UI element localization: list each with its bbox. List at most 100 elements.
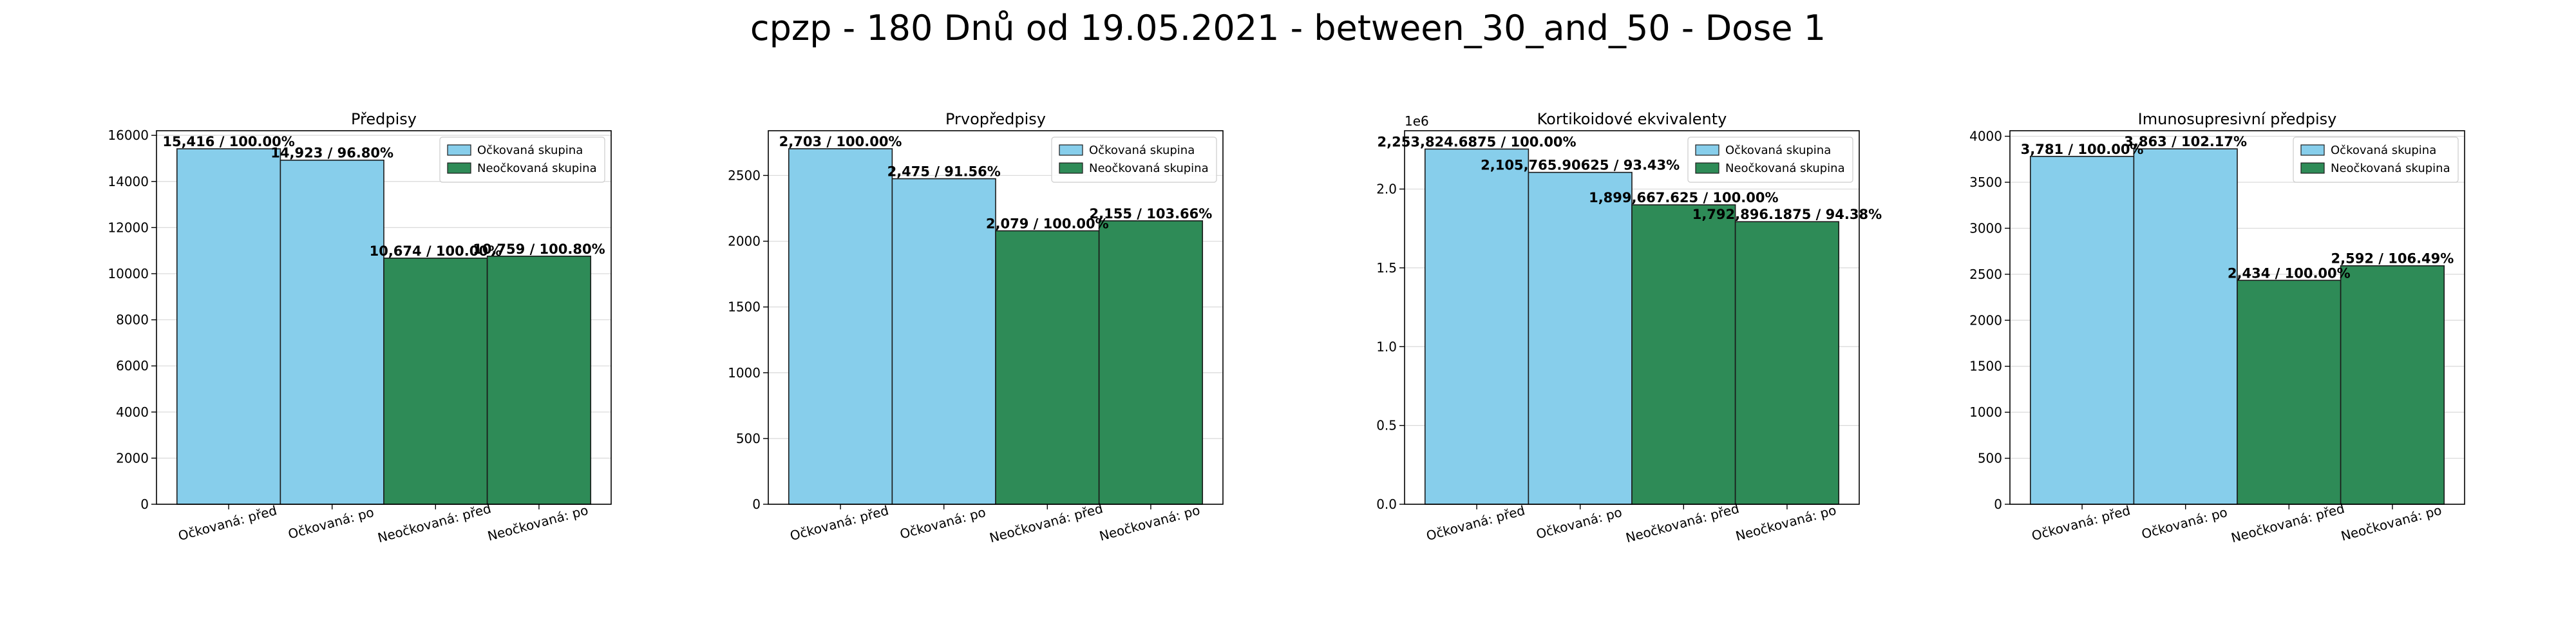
bar-value-label: 2,434 / 100.00%: [2228, 265, 2351, 281]
legend-box: [2293, 137, 2459, 183]
y-tick-label: 0: [140, 497, 149, 512]
legend-label: Očkovaná skupina: [1725, 144, 1831, 157]
bar: [2340, 265, 2445, 505]
legend-box: [1051, 137, 1217, 183]
bar-value-label: 1,792,896.1875 / 94.38%: [1692, 207, 1882, 222]
legend-swatch: [2300, 144, 2325, 156]
bar-value-label: 2,592 / 106.49%: [2331, 251, 2454, 267]
axes-frame: [156, 130, 612, 505]
x-tick-label: Neočkovaná: po: [1097, 502, 1201, 544]
bar-value-label: 15,416 / 100.00%: [162, 134, 294, 149]
x-tick-label: Očkovaná: před: [1425, 502, 1526, 544]
x-tick-label: Očkovaná: po: [1535, 504, 1624, 542]
y-tick-label: 8000: [116, 312, 149, 328]
bar-value-label: 2,253,824.6875 / 100.00%: [1378, 134, 1577, 149]
bar-value-label: 2,105,765.90625 / 93.43%: [1481, 158, 1680, 173]
y-tick-label: 2500: [728, 167, 761, 183]
bar: [788, 148, 893, 505]
x-tick-label: Neočkovaná: po: [486, 502, 589, 544]
legend-swatch: [447, 144, 471, 156]
bar: [1734, 221, 1840, 505]
legend-label: Očkovaná skupina: [477, 144, 583, 157]
y-tick-label: 3500: [1969, 175, 2002, 190]
x-tick-label: Neočkovaná: před: [1624, 500, 1741, 545]
x-tick-label: Neočkovaná: před: [2230, 500, 2346, 545]
charts-container: 15,416 / 100.00%14,923 / 96.80% 10,674 / …: [108, 110, 2465, 545]
legend-label: Neočkovaná skupina: [477, 162, 597, 175]
legend-label: Neočkovaná skupina: [1725, 162, 1845, 175]
legend: Očkovaná skupina Neočkovaná skupina: [2293, 137, 2459, 183]
axes-frame: [768, 130, 1224, 505]
legend-swatch: [447, 162, 471, 174]
y-tick-label: 1000: [1969, 404, 2002, 420]
bar: [1424, 148, 1530, 505]
x-tick-label: Očkovaná: po: [2140, 504, 2229, 542]
y-tick-label: 2000: [728, 234, 761, 249]
y-tick-label: 0: [1994, 497, 2002, 512]
bar: [995, 230, 1100, 505]
x-tick-label: Neočkovaná: po: [1734, 502, 1837, 544]
y-tick-label: 12000: [108, 220, 149, 235]
x-tick-label: Očkovaná: po: [898, 504, 987, 542]
y-tick-label: 2.0: [1376, 182, 1397, 197]
bar-value-label: 10,674 / 100.00%: [370, 243, 502, 259]
chart-title: Prvopředpisy: [945, 110, 1046, 128]
y-tick-label: 500: [736, 431, 761, 446]
y-tick-label: 0.5: [1376, 418, 1397, 433]
bar-value-label: 2,475 / 91.56%: [887, 164, 1001, 180]
y-tick-label: 16000: [108, 128, 149, 143]
x-tick-label: Neočkovaná: po: [2339, 502, 2443, 544]
bar-value-label: 2,155 / 103.66%: [1090, 206, 1213, 222]
bar: [2029, 156, 2135, 505]
y-tick-label: 1500: [1969, 359, 2002, 374]
legend-label: Neočkovaná skupina: [1089, 162, 1209, 175]
y-tick-label: 6000: [116, 358, 149, 374]
chart-panel-3: 2,253,824.6875 / 100.00% 2,105,765.90625 …: [1376, 110, 1882, 545]
legend: Očkovaná skupina Neočkovaná skupina: [1687, 137, 1853, 183]
legend: Očkovaná skupina Neočkovaná skupina: [439, 137, 605, 183]
legend-box: [1687, 137, 1853, 183]
legend-label: Neočkovaná skupina: [2331, 162, 2450, 175]
bar-value-label: 2,703 / 100.00%: [779, 134, 902, 149]
x-tick-label: Neočkovaná: před: [376, 500, 493, 545]
bar: [2237, 279, 2342, 505]
y-tick-label: 4000: [116, 404, 149, 420]
bar: [1098, 220, 1204, 505]
axes-frame: [2009, 130, 2465, 505]
y-offset-label: 1e6: [1405, 113, 1429, 129]
x-tick-label: Očkovaná: po: [287, 504, 375, 542]
bar: [2133, 148, 2238, 505]
bar: [383, 258, 488, 505]
legend-label: Očkovaná skupina: [1089, 144, 1195, 157]
y-tick-label: 1500: [728, 299, 761, 315]
bar-value-label: 10,759 / 100.80%: [473, 242, 605, 257]
bar: [1528, 171, 1633, 505]
chart-panel-1: 15,416 / 100.00%14,923 / 96.80% 10,674 / …: [108, 110, 612, 545]
chart-title: Kortikoidové ekvivalenty: [1537, 110, 1727, 128]
legend-label: Očkovaná skupina: [2331, 144, 2436, 157]
bar-value-label: 3,781 / 100.00%: [2021, 142, 2144, 157]
x-tick-label: Očkovaná: před: [2030, 502, 2132, 544]
chart-panel-2: 2,703 / 100.00% 2,475 / 91.56% 2,079 / 100…: [728, 110, 1224, 545]
y-tick-label: 0: [752, 497, 761, 512]
bar-value-label: 14,923 / 96.80%: [270, 146, 393, 161]
legend-swatch: [2300, 162, 2325, 174]
y-tick-label: 4000: [1969, 129, 2002, 144]
y-tick-label: 1.5: [1376, 260, 1397, 276]
bar-value-label: 3,863 / 102.17%: [2124, 134, 2247, 149]
y-tick-label: 2000: [1969, 312, 2002, 328]
y-tick-label: 2500: [1969, 267, 2002, 282]
bar: [279, 159, 384, 505]
legend-swatch: [1695, 162, 1719, 174]
legend-swatch: [1059, 144, 1083, 156]
y-tick-label: 500: [1978, 451, 2002, 466]
legend-box: [439, 137, 605, 183]
x-tick-label: Neočkovaná: před: [988, 500, 1104, 545]
chart-panel-4: 3,781 / 100.00%3,863 / 102.17% 2,434 / 10…: [1969, 110, 2465, 545]
x-tick-label: Očkovaná: před: [788, 502, 890, 544]
bar: [891, 178, 996, 505]
chart-title: Imunosupresivní předpisy: [2138, 110, 2337, 128]
legend-swatch: [1695, 144, 1719, 156]
legend-swatch: [1059, 162, 1083, 174]
